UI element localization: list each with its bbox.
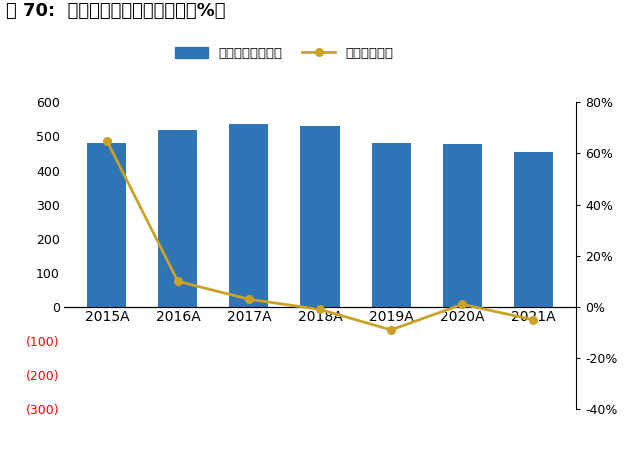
Text: 图 70:  广电板块营业收入及增速（%）: 图 70: 广电板块营业收入及增速（%） [6, 2, 226, 20]
Bar [158, 130, 197, 307]
Bar [371, 143, 411, 307]
Bar [514, 152, 553, 307]
Legend: 营业收入（亿元）, 营收同比增速: 营业收入（亿元）, 营收同比增速 [170, 41, 399, 65]
Bar [87, 143, 126, 307]
Bar [300, 126, 340, 307]
Bar [229, 125, 269, 307]
Bar [443, 144, 482, 307]
